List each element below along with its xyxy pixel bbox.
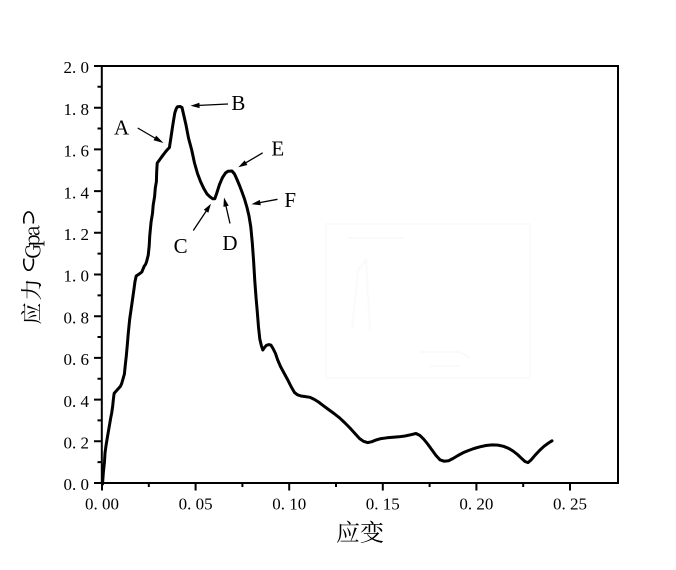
svg-text:1. 8: 1. 8 [64,100,90,119]
svg-text:F: F [284,188,296,212]
svg-text:1. 0: 1. 0 [64,267,90,286]
svg-text:0. 6: 0. 6 [64,350,90,369]
svg-text:0. 2: 0. 2 [64,434,90,453]
svg-text:B: B [231,91,245,115]
svg-text:0. 25: 0. 25 [553,495,587,514]
svg-text:0. 20: 0. 20 [459,495,493,514]
svg-text:0. 0: 0. 0 [64,475,90,494]
svg-text:0. 10: 0. 10 [272,495,306,514]
svg-text:0. 00: 0. 00 [85,495,119,514]
svg-text:0. 15: 0. 15 [366,495,400,514]
svg-text:2. 0: 2. 0 [64,58,90,77]
svg-text:1. 4: 1. 4 [64,183,90,202]
svg-text:0. 4: 0. 4 [64,392,90,411]
svg-text:1. 2: 1. 2 [64,225,90,244]
svg-text:E: E [271,136,284,160]
svg-text:C: C [174,234,188,258]
svg-text:0. 05: 0. 05 [179,495,213,514]
svg-text:D: D [222,231,237,255]
svg-text:0. 8: 0. 8 [64,308,90,327]
svg-text:A: A [114,116,130,140]
svg-text:1. 6: 1. 6 [64,142,90,161]
